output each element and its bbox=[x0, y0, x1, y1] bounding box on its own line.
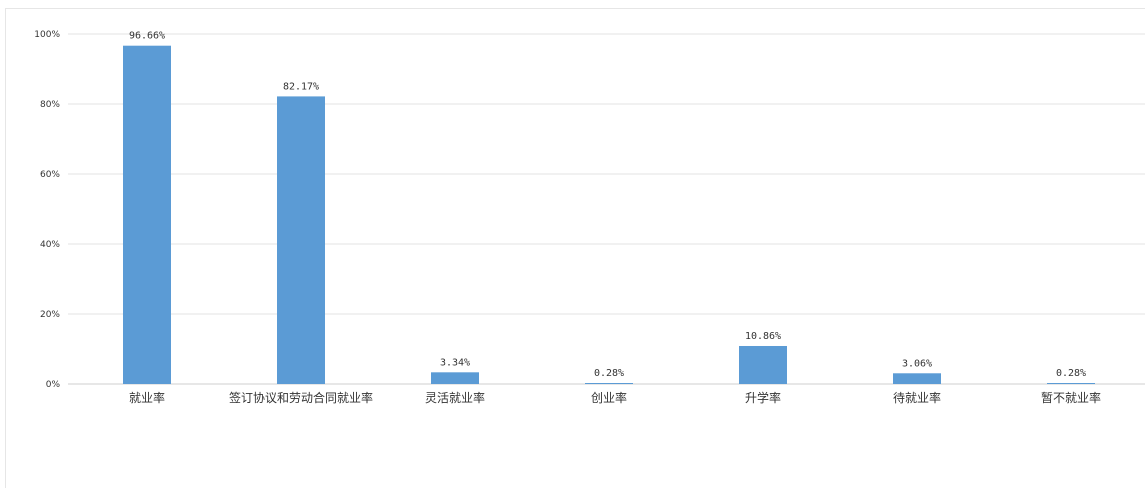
chart-panel bbox=[5, 8, 1145, 488]
bar-3 bbox=[431, 372, 479, 384]
data-label: 10.86% bbox=[745, 331, 781, 342]
x-category-label: 灵活就业率 bbox=[425, 390, 485, 405]
y-tick-label: 100% bbox=[34, 30, 60, 40]
data-label: 0.28% bbox=[1056, 368, 1086, 379]
y-tick-label: 80% bbox=[40, 100, 60, 110]
bar-4 bbox=[585, 383, 633, 384]
y-tick-label: 60% bbox=[40, 170, 60, 180]
y-tick-label: 20% bbox=[40, 310, 60, 320]
x-category-label: 创业率 bbox=[591, 390, 627, 405]
data-label: 3.34% bbox=[440, 357, 470, 368]
y-tick-label: 0% bbox=[46, 380, 61, 390]
bar-1 bbox=[123, 45, 171, 384]
y-tick-label: 40% bbox=[40, 240, 60, 250]
bar-6 bbox=[893, 373, 941, 384]
bar-7 bbox=[1047, 383, 1095, 384]
x-category-label: 暂不就业率 bbox=[1041, 390, 1101, 405]
data-label: 0.28% bbox=[594, 368, 624, 379]
bar-5 bbox=[739, 345, 787, 384]
data-label: 96.66% bbox=[129, 31, 165, 42]
data-label: 82.17% bbox=[283, 81, 319, 92]
x-category-label: 就业率 bbox=[129, 390, 165, 405]
bar-2 bbox=[277, 96, 325, 384]
x-category-label: 升学率 bbox=[745, 390, 781, 405]
x-category-label: 待就业率 bbox=[893, 390, 941, 405]
x-category-label: 签订协议和劳动合同就业率 bbox=[229, 390, 373, 405]
data-label: 3.06% bbox=[902, 358, 932, 369]
